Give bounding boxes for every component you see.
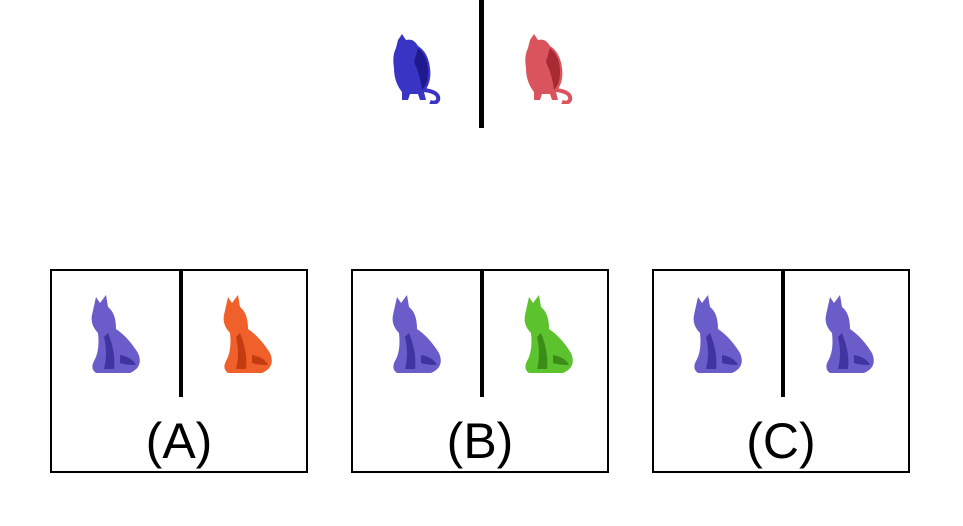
fox-icon <box>218 293 278 383</box>
option-divider <box>480 271 484 397</box>
option-divider <box>781 271 785 397</box>
cat-icon <box>384 34 444 104</box>
fox-icon <box>387 293 447 383</box>
option-a[interactable]: (A) <box>50 269 308 473</box>
fox-icon <box>86 293 146 383</box>
option-c[interactable]: (C) <box>652 269 910 473</box>
prompt-pair <box>0 0 963 130</box>
option-b[interactable]: (B) <box>351 269 609 473</box>
fox-icon <box>820 293 880 383</box>
option-label: (A) <box>145 413 213 469</box>
prompt-divider <box>479 0 484 128</box>
option-divider <box>179 271 183 397</box>
option-label: (C) <box>746 413 816 469</box>
fox-icon <box>519 293 579 383</box>
option-label: (B) <box>446 413 514 469</box>
cat-icon <box>516 34 576 104</box>
fox-icon <box>688 293 748 383</box>
